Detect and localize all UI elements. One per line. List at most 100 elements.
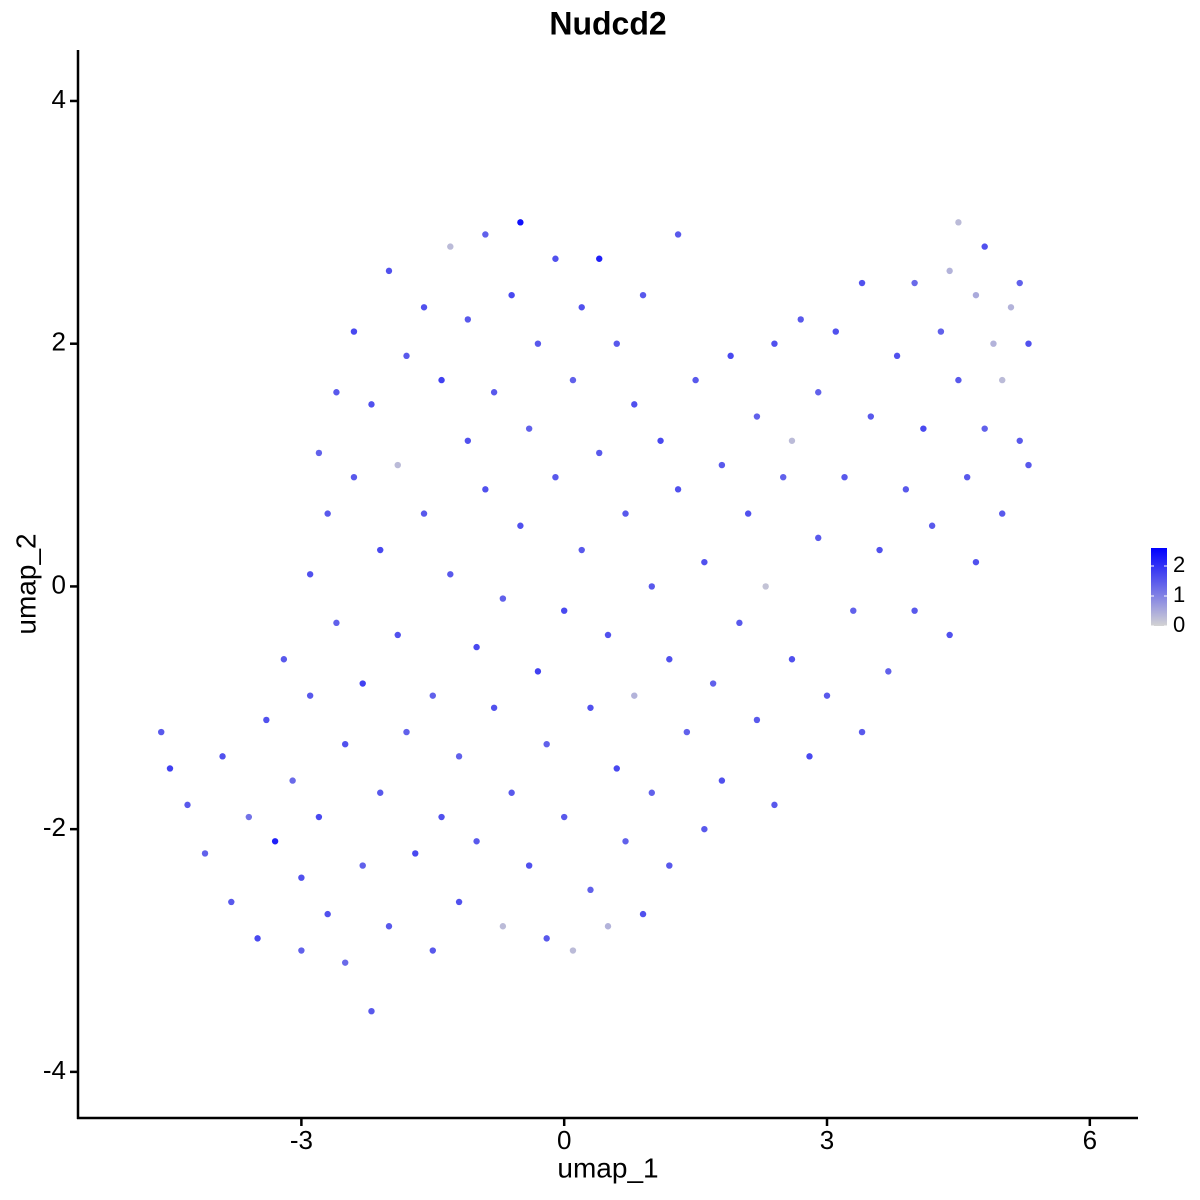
point bbox=[631, 692, 638, 699]
point bbox=[429, 692, 436, 699]
point bbox=[990, 340, 997, 347]
point bbox=[1007, 304, 1015, 311]
point bbox=[455, 753, 463, 760]
point bbox=[271, 838, 279, 845]
x-tick-label: -3 bbox=[290, 1125, 313, 1155]
point bbox=[657, 437, 664, 444]
point bbox=[473, 643, 480, 651]
point bbox=[517, 522, 524, 529]
y-tick-label: -2 bbox=[43, 812, 66, 842]
point bbox=[289, 777, 296, 784]
point bbox=[604, 923, 612, 930]
point bbox=[245, 813, 253, 821]
point bbox=[525, 862, 533, 869]
point bbox=[780, 474, 787, 481]
y-axis-title: umap_2 bbox=[10, 533, 41, 634]
point bbox=[797, 316, 804, 323]
point bbox=[201, 850, 209, 857]
point bbox=[499, 595, 507, 602]
point bbox=[928, 522, 936, 529]
point bbox=[946, 631, 953, 639]
point bbox=[368, 401, 375, 408]
point bbox=[1025, 461, 1032, 469]
point bbox=[823, 692, 831, 699]
point bbox=[543, 741, 550, 748]
point bbox=[280, 656, 288, 663]
point bbox=[604, 631, 612, 639]
point bbox=[158, 728, 165, 736]
point bbox=[972, 558, 980, 566]
point bbox=[429, 947, 436, 954]
point bbox=[438, 376, 445, 384]
point bbox=[298, 947, 305, 954]
point bbox=[447, 243, 454, 250]
y-tick-label: 4 bbox=[52, 84, 66, 114]
point bbox=[219, 753, 226, 760]
point bbox=[911, 607, 918, 614]
point bbox=[525, 425, 533, 432]
colorbar-tick-label: 1 bbox=[1173, 582, 1185, 607]
point bbox=[920, 425, 927, 432]
point bbox=[631, 401, 638, 408]
point bbox=[359, 862, 366, 869]
point bbox=[315, 449, 323, 457]
point bbox=[184, 801, 191, 809]
point bbox=[254, 935, 261, 942]
point bbox=[902, 486, 910, 493]
point bbox=[490, 704, 498, 711]
point bbox=[596, 449, 603, 457]
point bbox=[587, 886, 594, 894]
point bbox=[455, 898, 463, 906]
point bbox=[937, 328, 945, 335]
point bbox=[324, 510, 331, 517]
point bbox=[560, 607, 568, 614]
point bbox=[911, 279, 918, 287]
point bbox=[701, 825, 708, 833]
point bbox=[709, 680, 717, 687]
point bbox=[771, 801, 778, 809]
point bbox=[762, 583, 769, 590]
y-tick-label: -4 bbox=[43, 1055, 66, 1085]
point bbox=[324, 910, 331, 918]
point bbox=[858, 279, 866, 287]
point bbox=[508, 291, 515, 299]
point bbox=[333, 389, 340, 396]
point bbox=[955, 376, 962, 384]
point bbox=[867, 413, 875, 420]
point bbox=[622, 510, 629, 517]
point bbox=[569, 376, 577, 384]
point bbox=[569, 947, 577, 954]
point bbox=[490, 389, 498, 396]
point bbox=[350, 474, 358, 481]
point bbox=[385, 267, 393, 275]
point bbox=[596, 255, 603, 262]
colorbar-tick-label: 2 bbox=[1173, 552, 1185, 577]
point bbox=[166, 765, 174, 772]
point bbox=[736, 619, 743, 627]
point bbox=[368, 1008, 375, 1015]
point bbox=[1025, 340, 1032, 347]
point bbox=[385, 923, 393, 930]
point bbox=[815, 534, 822, 542]
point bbox=[771, 340, 778, 347]
point bbox=[666, 862, 673, 869]
point bbox=[963, 474, 971, 481]
point bbox=[718, 777, 726, 784]
point bbox=[482, 486, 489, 493]
point bbox=[701, 558, 708, 566]
point bbox=[464, 316, 472, 323]
point bbox=[499, 923, 507, 930]
point bbox=[473, 838, 480, 845]
colorbar-tick-label: 0 bbox=[1173, 612, 1185, 637]
point bbox=[788, 437, 796, 444]
point bbox=[718, 461, 726, 469]
point bbox=[955, 219, 962, 226]
point bbox=[876, 546, 883, 554]
point bbox=[893, 352, 901, 360]
point bbox=[981, 425, 988, 432]
point bbox=[403, 728, 410, 736]
point bbox=[350, 328, 358, 335]
point bbox=[1016, 279, 1023, 287]
